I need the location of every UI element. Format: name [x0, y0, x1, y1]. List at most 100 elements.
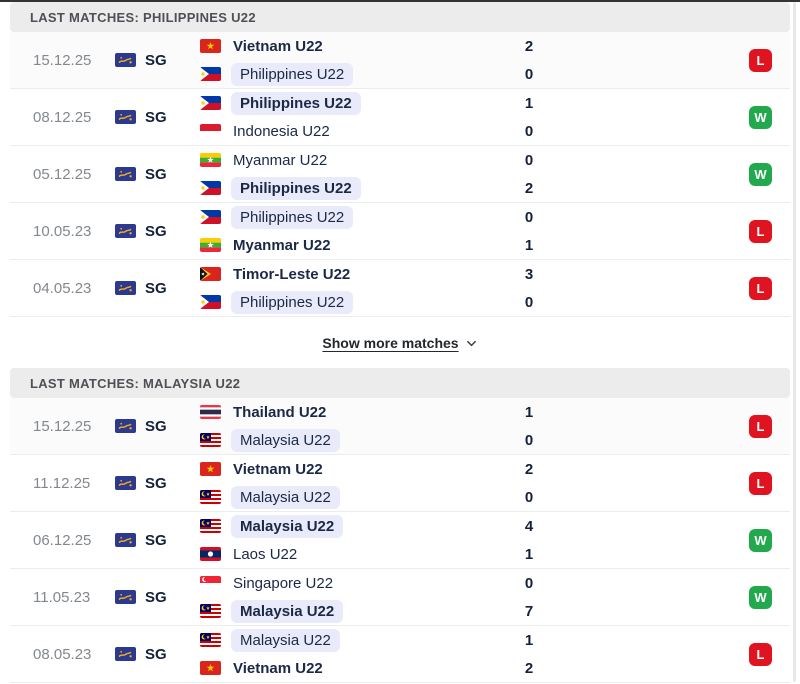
match-row[interactable]: 11.05.23 SG Singapore U22 0 Malaysia U22…	[10, 569, 790, 626]
match-row[interactable]: 11.12.25 SG Vietnam U22 2 Malaysia U22 0…	[10, 455, 790, 512]
result-badge: L	[749, 48, 772, 72]
home-team-row: Malaysia U22 4	[200, 514, 540, 538]
team-score: 1	[524, 631, 534, 649]
match-date: 05.12.25	[33, 165, 92, 183]
thailand-flag-icon	[200, 405, 221, 419]
section-title: LAST MATCHES: MALAYSIA U22	[30, 375, 241, 391]
sea-games-flag-icon	[115, 476, 136, 490]
team-score: 0	[524, 574, 534, 592]
sea-games-flag-icon	[115, 281, 136, 295]
team-score: 4	[524, 517, 534, 535]
singapore-flag-icon	[200, 576, 221, 590]
indonesia-flag-icon	[200, 124, 221, 138]
sea-games-flag-icon	[115, 167, 136, 181]
match-date: 04.05.23	[33, 279, 92, 297]
match-row[interactable]: 06.12.25 SG Malaysia U22 4 Laos U22 1 W	[10, 512, 790, 569]
sea-games-flag-icon	[115, 533, 136, 547]
home-team-row: Thailand U22 1	[200, 401, 540, 424]
match-date: 06.12.25	[33, 531, 92, 549]
philippines-flag-icon	[200, 96, 221, 110]
match-date: 15.12.25	[33, 51, 92, 69]
team-name: Malaysia U22	[231, 485, 340, 509]
team-name: Vietnam U22	[233, 659, 323, 677]
team-name: Malaysia U22	[231, 628, 340, 652]
myanmar-flag-icon	[200, 153, 221, 167]
match-row[interactable]: 08.12.25 SG Philippines U22 1 Indonesia …	[10, 89, 790, 146]
home-team-row: Timor-Leste U22 3	[200, 263, 540, 286]
team-name: Philippines U22	[231, 290, 354, 314]
sea-games-flag-icon	[115, 53, 136, 67]
team-name: Myanmar U22	[233, 236, 331, 254]
team-name: Singapore U22	[233, 574, 334, 592]
match-date: 15.12.25	[33, 417, 92, 435]
competition: SG	[105, 166, 200, 183]
team-score: 0	[524, 293, 534, 311]
match-row[interactable]: 10.05.23 SG Philippines U22 0 Myanmar U2…	[10, 203, 790, 260]
show-more-button[interactable]: Show more matches	[322, 335, 477, 351]
competition-label: SG	[145, 108, 167, 126]
competition-label: SG	[145, 474, 167, 492]
team-name: Philippines U22	[231, 205, 354, 229]
philippines-flag-icon	[200, 67, 221, 81]
match-row[interactable]: 15.12.25 SG Thailand U22 1 Malaysia U22 …	[10, 398, 790, 455]
away-team-row: Philippines U22 2	[200, 176, 540, 200]
scrollbar[interactable]	[793, 2, 796, 682]
competition: SG	[105, 223, 200, 240]
team-score: 0	[524, 488, 534, 506]
home-team-row: Singapore U22 0	[200, 572, 540, 595]
teams: Malaysia U22 1 Vietnam U22 2	[200, 628, 540, 680]
sea-games-flag-icon	[115, 110, 136, 124]
philippines-flag-icon	[200, 210, 221, 224]
result-badge: L	[749, 471, 772, 495]
philippines-flag-icon	[200, 181, 221, 195]
competition: SG	[105, 418, 200, 435]
malaysia-flag-icon	[200, 604, 221, 618]
team-name: Malaysia U22	[231, 514, 344, 538]
team-name: Vietnam U22	[233, 37, 323, 55]
team-score: 1	[524, 94, 534, 112]
team-name: Vietnam U22	[233, 460, 323, 478]
competition-label: SG	[145, 588, 167, 606]
match-date: 11.12.25	[33, 474, 91, 492]
sea-games-flag-icon	[115, 590, 136, 604]
home-team-row: Vietnam U22 2	[200, 458, 540, 481]
teams: Myanmar U22 0 Philippines U22 2	[200, 149, 540, 200]
match-date: 08.12.25	[33, 108, 92, 126]
match-row[interactable]: 04.05.23 SG Timor-Leste U22 3 Philippine…	[10, 260, 790, 317]
home-team-row: Philippines U22 0	[200, 205, 540, 229]
team-score: 0	[524, 151, 534, 169]
malaysia-flag-icon	[200, 633, 221, 647]
competition-label: SG	[145, 279, 167, 297]
match-row[interactable]: 15.12.25 SG Vietnam U22 2 Philippines U2…	[10, 32, 790, 89]
sea-games-flag-icon	[115, 224, 136, 238]
away-team-row: Philippines U22 0	[200, 290, 540, 314]
competition: SG	[105, 280, 200, 297]
section-header: LAST MATCHES: PHILIPPINES U22	[10, 2, 790, 32]
team-name: Timor-Leste U22	[233, 265, 351, 283]
section-title: LAST MATCHES: PHILIPPINES U22	[30, 9, 256, 25]
vietnam-flag-icon	[200, 39, 221, 53]
result-badge: L	[749, 642, 772, 666]
team-name: Philippines U22	[231, 176, 361, 200]
match-row[interactable]: 05.12.25 SG Myanmar U22 0 Philippines U2…	[10, 146, 790, 203]
show-more-container: Show more matches	[10, 317, 790, 368]
competition-label: SG	[145, 165, 167, 183]
match-row[interactable]: 08.05.23 SG Malaysia U22 1 Vietnam U22 2…	[10, 626, 790, 683]
myanmar-flag-icon	[200, 238, 221, 252]
match-date: 08.05.23	[33, 645, 92, 663]
teams: Philippines U22 0 Myanmar U22 1	[200, 205, 540, 257]
malaysia-flag-icon	[200, 433, 221, 447]
competition-label: SG	[145, 222, 167, 240]
competition: SG	[105, 532, 200, 549]
away-team-row: Malaysia U22 0	[200, 428, 540, 452]
result-badge: W	[749, 105, 772, 129]
vietnam-flag-icon	[200, 661, 221, 675]
team-name: Laos U22	[233, 545, 298, 563]
away-team-row: Philippines U22 0	[200, 62, 540, 86]
last-matches-section: LAST MATCHES: PHILIPPINES U22 15.12.25 S…	[10, 2, 790, 368]
teams: Malaysia U22 4 Laos U22 1	[200, 514, 540, 566]
section-header: LAST MATCHES: MALAYSIA U22	[10, 368, 790, 398]
away-team-row: Malaysia U22 0	[200, 485, 540, 509]
